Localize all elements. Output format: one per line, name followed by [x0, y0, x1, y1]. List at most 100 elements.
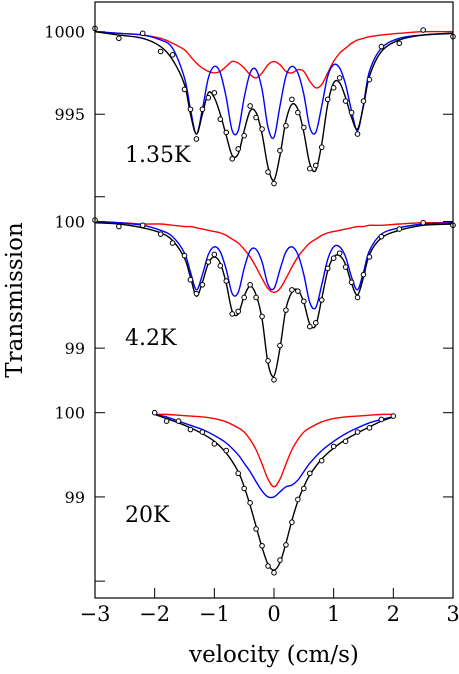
data-point	[307, 165, 313, 172]
temperature-label: 4.2K	[125, 326, 177, 351]
x-tick-label: −1	[199, 602, 230, 626]
data-point	[283, 542, 289, 548]
data-point	[301, 485, 307, 492]
y-tick-label: 1000	[44, 23, 85, 42]
data-point	[253, 114, 259, 121]
data-point	[348, 109, 355, 116]
y-tick-label: 100	[54, 404, 85, 423]
data-point	[336, 250, 343, 256]
data-point	[217, 263, 224, 269]
fit-line	[154, 413, 394, 488]
data-point	[360, 98, 367, 104]
data-point	[318, 457, 325, 464]
data-point	[271, 569, 277, 576]
data-point	[283, 122, 289, 129]
data-point	[217, 116, 224, 122]
data-point	[342, 98, 349, 104]
data-point	[187, 426, 194, 433]
data-point	[283, 307, 289, 313]
data-point	[354, 131, 361, 137]
data-point	[277, 147, 283, 154]
plot-frame	[94, 1, 454, 599]
data-point	[253, 294, 259, 301]
data-point	[169, 240, 176, 246]
data-point	[390, 413, 397, 419]
data-point	[259, 126, 265, 132]
data-point	[139, 222, 146, 229]
data-point	[181, 252, 188, 259]
data-point	[169, 52, 176, 58]
data-point	[211, 251, 218, 258]
data-point	[420, 219, 426, 226]
data-point	[271, 180, 277, 187]
data-point	[265, 563, 271, 569]
data-point	[330, 255, 337, 262]
data-point	[205, 259, 212, 265]
data-point	[312, 320, 319, 326]
data-point	[235, 470, 241, 477]
data-point	[301, 124, 307, 131]
fit-line	[94, 220, 454, 310]
data-point	[116, 35, 122, 42]
data-point	[295, 288, 301, 294]
fit-line	[94, 30, 454, 89]
data-point	[289, 519, 295, 525]
data-point	[366, 425, 373, 431]
x-tick-label: 2	[387, 602, 400, 626]
data-point	[378, 43, 385, 50]
data-point	[163, 418, 170, 424]
x-tick-label: 0	[267, 602, 280, 626]
data-point	[229, 311, 236, 317]
y-tick-label: 100	[54, 212, 85, 231]
data-point	[199, 429, 206, 435]
fit-line	[94, 221, 454, 294]
data-point	[295, 109, 301, 116]
data-point	[151, 409, 158, 416]
data-point	[307, 470, 313, 477]
data-point	[253, 526, 259, 532]
y-tick-label: 99	[65, 339, 85, 358]
data-point	[211, 89, 218, 96]
data-point	[139, 30, 146, 37]
fit-line	[94, 31, 454, 182]
data-point	[348, 279, 355, 286]
data-point	[247, 282, 253, 288]
data-point	[336, 75, 343, 81]
data-point	[181, 86, 188, 93]
data-point	[366, 254, 373, 260]
data-point	[324, 265, 331, 272]
data-point	[289, 287, 295, 293]
data-point	[366, 76, 373, 83]
data-point	[247, 103, 253, 109]
data-point	[378, 416, 385, 423]
data-point	[241, 294, 247, 301]
data-point	[259, 313, 265, 320]
data-point	[211, 441, 218, 447]
fit-line	[154, 413, 394, 571]
data-point	[235, 146, 241, 152]
data-point	[157, 48, 164, 55]
data-point	[223, 447, 230, 454]
data-point	[199, 106, 206, 113]
data-point	[330, 443, 337, 450]
data-point	[205, 94, 212, 101]
data-point	[229, 155, 236, 162]
data-point	[193, 290, 200, 297]
data-point	[187, 276, 194, 283]
data-point	[330, 85, 337, 91]
data-point	[235, 308, 241, 315]
data-point	[396, 40, 403, 47]
data-point	[307, 323, 313, 330]
fit-line	[94, 31, 454, 140]
data-point	[295, 496, 301, 503]
data-point	[199, 282, 206, 288]
data-point	[187, 106, 194, 113]
data-point	[312, 162, 319, 169]
fit-line	[94, 222, 454, 378]
data-point	[265, 358, 271, 364]
data-point	[247, 500, 253, 506]
data-point	[223, 129, 230, 136]
data-point	[241, 132, 247, 139]
